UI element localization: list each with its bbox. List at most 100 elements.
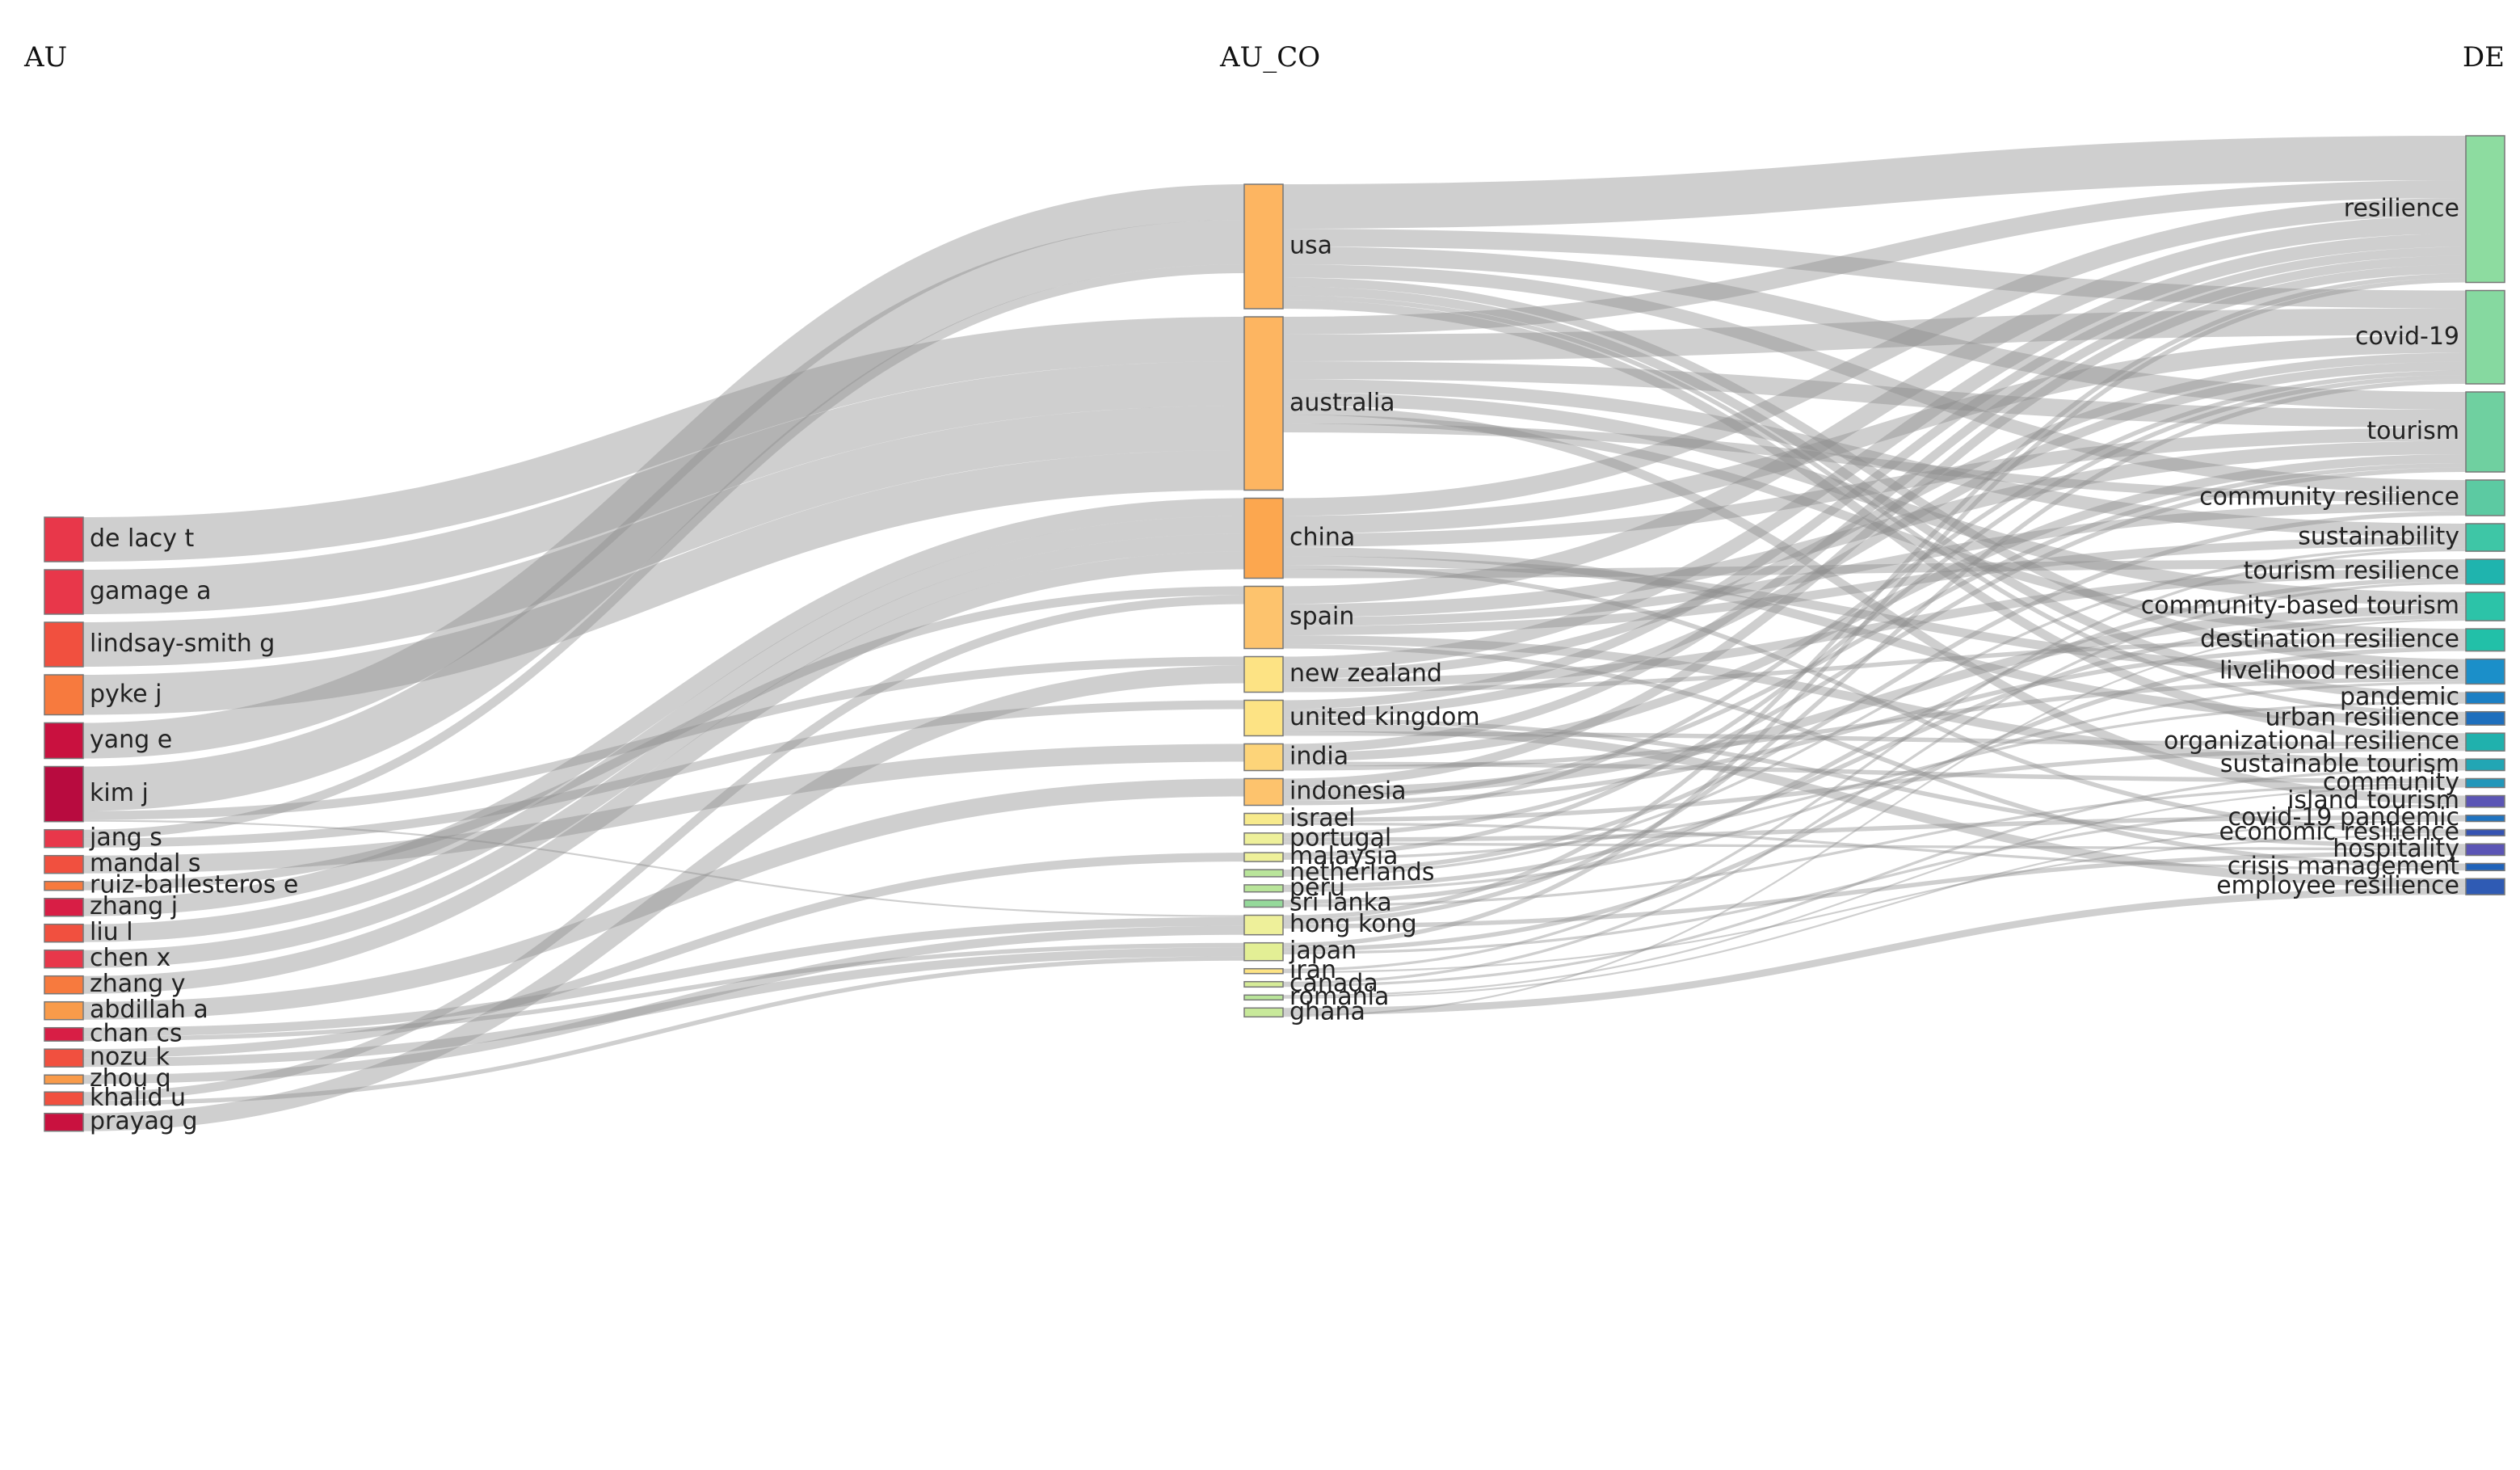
node-d_covidpan[interactable] bbox=[2465, 815, 2505, 823]
node-c_usa[interactable] bbox=[1243, 183, 1284, 310]
node-d_orgres[interactable] bbox=[2465, 732, 2505, 752]
node-a_delacy[interactable] bbox=[44, 516, 84, 562]
node-label-d_tourism: tourism bbox=[2366, 417, 2459, 445]
node-d_community[interactable] bbox=[2465, 777, 2505, 789]
node-c_hk[interactable] bbox=[1243, 914, 1284, 936]
sankey-link bbox=[1282, 246, 2467, 410]
node-c_portugal[interactable] bbox=[1243, 832, 1284, 845]
node-label-a_khalid: khalid u bbox=[90, 1084, 186, 1112]
node-d_hosp[interactable] bbox=[2465, 843, 2505, 857]
node-label-c_srilanka: sri lanka bbox=[1289, 889, 1392, 917]
node-c_aus[interactable] bbox=[1243, 316, 1284, 491]
node-c_israel[interactable] bbox=[1243, 812, 1284, 826]
node-a_ruiz[interactable] bbox=[44, 880, 84, 891]
node-a_jang[interactable] bbox=[44, 828, 84, 849]
node-c_spain[interactable] bbox=[1243, 585, 1284, 650]
node-a_abdillah[interactable] bbox=[44, 1000, 84, 1021]
node-c_india[interactable] bbox=[1243, 743, 1284, 772]
node-c_nz[interactable] bbox=[1243, 655, 1284, 693]
node-a_lindsay[interactable] bbox=[44, 621, 84, 668]
node-label-d_econres: economic resilience bbox=[2219, 818, 2459, 846]
sankey-link bbox=[1282, 804, 2467, 954]
node-d_econres[interactable] bbox=[2465, 828, 2505, 836]
node-a_liu[interactable] bbox=[44, 923, 84, 943]
node-a_yang[interactable] bbox=[44, 722, 84, 760]
node-label-d_covidpan: covid-19 pandemic bbox=[2228, 803, 2459, 832]
node-a_gamage[interactable] bbox=[44, 569, 84, 615]
node-c_romania[interactable] bbox=[1243, 994, 1284, 1001]
node-d_employee[interactable] bbox=[2465, 878, 2505, 895]
sankey-link bbox=[1282, 614, 2467, 890]
node-c_ghana[interactable] bbox=[1243, 1007, 1284, 1018]
node-c_peru[interactable] bbox=[1243, 884, 1284, 893]
node-label-c_nz: new zealand bbox=[1289, 659, 1442, 688]
node-d_urban[interactable] bbox=[2465, 710, 2505, 726]
node-label-a_liu: liu l bbox=[90, 918, 133, 946]
node-d_tourism[interactable] bbox=[2465, 391, 2505, 473]
node-label-c_usa: usa bbox=[1289, 232, 1332, 260]
node-label-c_aus: australia bbox=[1289, 389, 1395, 417]
node-label-a_chenx: chen x bbox=[90, 944, 170, 972]
node-d_commres[interactable] bbox=[2465, 479, 2505, 516]
node-label-c_israel: israel bbox=[1289, 804, 1355, 832]
node-a_chancs[interactable] bbox=[44, 1026, 84, 1042]
sankey-link bbox=[82, 184, 1245, 759]
node-label-c_uk: united kingdom bbox=[1289, 703, 1480, 731]
header-au: AU bbox=[23, 41, 67, 74]
sankey-link bbox=[1282, 887, 2467, 1016]
node-d_susttour[interactable] bbox=[2465, 758, 2505, 772]
sankey-link bbox=[1282, 273, 2467, 920]
node-d_resilience[interactable] bbox=[2465, 135, 2505, 284]
node-a_kim[interactable] bbox=[44, 765, 84, 823]
node-d_livelihood[interactable] bbox=[2465, 658, 2505, 685]
node-a_prayag[interactable] bbox=[44, 1112, 84, 1132]
sankey-link bbox=[1282, 440, 2467, 617]
node-c_srilanka[interactable] bbox=[1243, 899, 1284, 908]
sankey-link bbox=[1282, 361, 2467, 718]
node-a_nozu[interactable] bbox=[44, 1048, 84, 1068]
sankey-link bbox=[1282, 644, 2467, 868]
node-c_neth[interactable] bbox=[1243, 869, 1284, 878]
sankey-link bbox=[1282, 822, 2467, 871]
node-d_island[interactable] bbox=[2465, 794, 2505, 808]
node-label-a_jang: jang s bbox=[89, 823, 162, 852]
node-d_tourres[interactable] bbox=[2465, 558, 2505, 585]
node-a_khalid[interactable] bbox=[44, 1091, 84, 1106]
sankey-link bbox=[1282, 198, 2467, 516]
node-d_destres[interactable] bbox=[2465, 628, 2505, 652]
node-c_iran[interactable] bbox=[1243, 967, 1284, 975]
sankey-link bbox=[1282, 768, 2467, 988]
node-d_cbt[interactable] bbox=[2465, 592, 2505, 621]
node-c_indonesia[interactable] bbox=[1243, 777, 1284, 807]
node-c_uk[interactable] bbox=[1243, 699, 1284, 737]
sankey-link bbox=[1282, 415, 2467, 638]
node-a_zhouq[interactable] bbox=[44, 1074, 84, 1085]
node-c_japan[interactable] bbox=[1243, 941, 1284, 962]
node-d_sust[interactable] bbox=[2465, 523, 2505, 552]
sankey-link bbox=[1282, 463, 2467, 801]
node-a_zhangy[interactable] bbox=[44, 975, 84, 995]
sankey-link bbox=[1282, 295, 2467, 717]
node-label-d_livelihood: livelihood resilience bbox=[2219, 657, 2459, 685]
node-d_crisis[interactable] bbox=[2465, 862, 2505, 872]
sankey-link bbox=[1282, 361, 2467, 428]
sankey-link bbox=[82, 586, 1245, 891]
node-a_zhangj[interactable] bbox=[44, 897, 84, 917]
sankey-link bbox=[82, 498, 1245, 916]
node-a_chenx[interactable] bbox=[44, 949, 84, 969]
node-label-a_zhangj: zhang j bbox=[90, 892, 178, 920]
node-c_malaysia[interactable] bbox=[1243, 852, 1284, 862]
node-a_mandal[interactable] bbox=[44, 854, 84, 874]
node-a_pyke[interactable] bbox=[44, 674, 84, 716]
sankey-link bbox=[82, 656, 1245, 820]
sankey-link bbox=[1282, 783, 2467, 908]
node-c_china[interactable] bbox=[1243, 497, 1284, 579]
sankey-link bbox=[1282, 556, 2467, 677]
sankey-link bbox=[1282, 718, 2467, 849]
node-c_canada[interactable] bbox=[1243, 980, 1284, 988]
node-d_pandemic[interactable] bbox=[2465, 691, 2505, 705]
node-d_covid[interactable] bbox=[2465, 289, 2505, 385]
node-label-c_india: india bbox=[1289, 743, 1348, 771]
sankey-link bbox=[82, 551, 1245, 994]
sankey-link bbox=[1282, 815, 2467, 842]
